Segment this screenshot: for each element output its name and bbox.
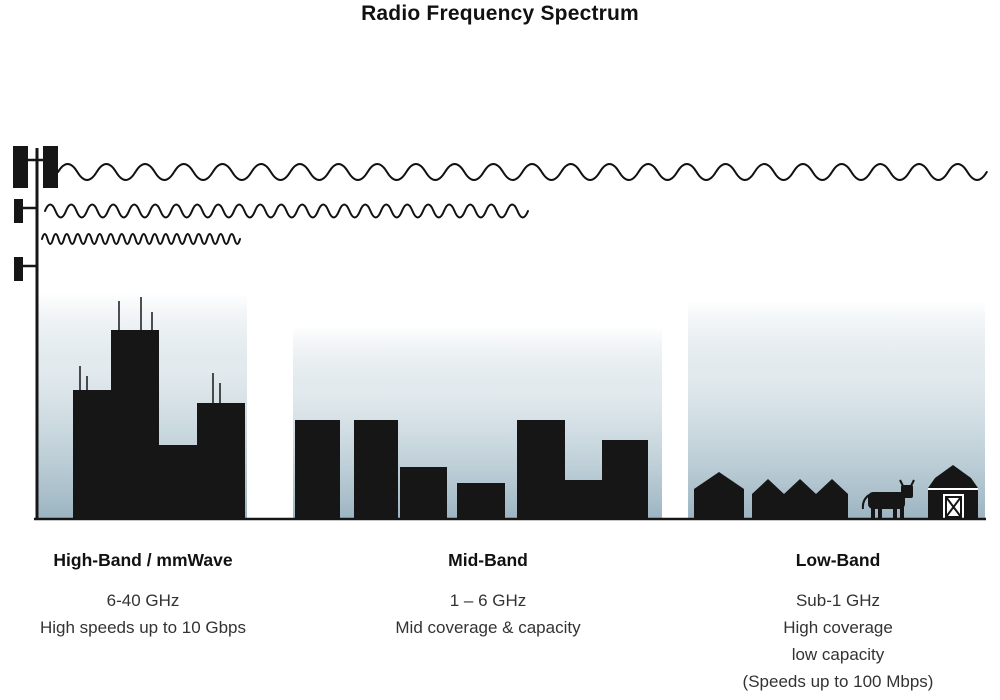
- spectrum-diagram: [13, 146, 988, 521]
- band-label-low: Low-Band Sub-1 GHz High coverage low cap…: [688, 550, 988, 695]
- skyscraper: [197, 403, 245, 520]
- band-description-low-1: High coverage: [783, 618, 893, 637]
- band-frequency-high: 6-40 GHz: [106, 591, 180, 610]
- band-frequency-mid: 1 – 6 GHz: [449, 591, 527, 610]
- wave-low-band-icon: [57, 163, 988, 181]
- house-icon: [752, 479, 784, 520]
- midrise-building: [295, 420, 340, 520]
- skyscraper: [73, 390, 111, 520]
- band-frequency-low: Sub-1 GHz: [795, 591, 881, 610]
- cell-tower-icon: [13, 146, 58, 519]
- band-description-low-3: (Speeds up to 100 Mbps): [742, 672, 934, 691]
- midrise-building: [602, 440, 648, 520]
- midrise-building: [565, 480, 602, 520]
- house-icon: [816, 479, 848, 520]
- band-description-mid: Mid coverage & capacity: [395, 618, 581, 637]
- band-label-high: High-Band / mmWave 6-40 GHz High speeds …: [18, 550, 268, 641]
- wave-high-band-icon: [41, 233, 241, 245]
- barn-icon: [928, 465, 978, 520]
- house-icon: [694, 472, 744, 520]
- band-name-mid: Mid-Band: [448, 550, 528, 570]
- skyscraper: [111, 330, 159, 520]
- band-name-low: Low-Band: [795, 550, 881, 570]
- midrise-building: [354, 420, 398, 520]
- skyscraper: [159, 445, 197, 520]
- midrise-building: [457, 483, 505, 520]
- midrise-building: [400, 467, 447, 520]
- city-skyline: [73, 297, 245, 520]
- midrise-skyline: [295, 420, 648, 520]
- midrise-building: [517, 420, 565, 520]
- house-icon: [784, 479, 816, 520]
- rural-scene: [694, 465, 978, 520]
- page-title: Radio Frequency Spectrum: [361, 2, 639, 25]
- band-name-high: High-Band / mmWave: [53, 550, 233, 570]
- cow-icon: [861, 479, 915, 519]
- band-description-high: High speeds up to 10 Gbps: [39, 618, 247, 637]
- band-label-mid: Mid-Band 1 – 6 GHz Mid coverage & capaci…: [340, 550, 636, 641]
- wave-mid-band-icon: [44, 203, 529, 219]
- band-description-low-2: low capacity: [791, 645, 885, 664]
